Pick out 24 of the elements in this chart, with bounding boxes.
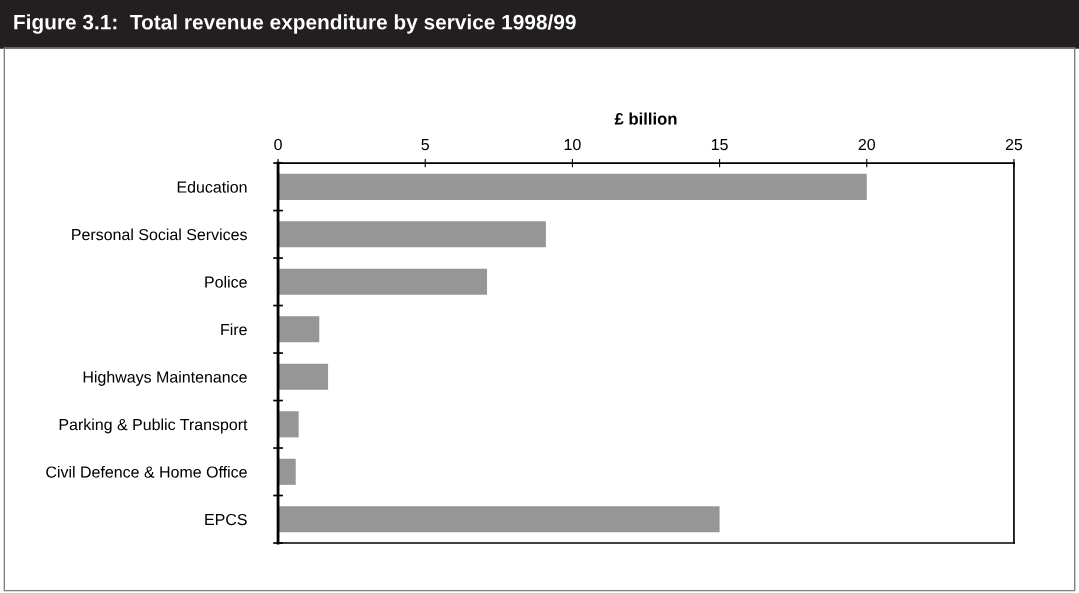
y-tick-label: EPCS [205,513,247,526]
bar [278,316,320,343]
x-tick-label: 10 [564,138,581,151]
bar [278,268,488,295]
y-tick-label: Police [205,276,247,288]
x-tick-label: 15 [711,139,728,151]
y-tick-label: Fire [221,323,247,336]
y-tick-label: Parking & Public Transport [59,418,248,434]
bar [278,458,296,485]
bar [278,506,720,533]
y-tick-label: Civil Defence & Home Office [46,465,247,478]
y-tick-label: Education [177,181,247,193]
x-tick-label: 25 [1005,138,1023,151]
bar [278,411,299,438]
x-tick-label: 20 [858,138,876,151]
y-tick-label: Personal Social Services [72,228,247,241]
x-tick-label: 0 [274,138,282,151]
bar [278,363,329,390]
bar [278,221,546,248]
bar [278,173,867,200]
x-tick-label: 5 [421,139,430,151]
y-tick-label: Highways Maintenance [83,371,247,386]
x-axis-title: £ billion [614,112,677,125]
chart-title: Figure 3.1: Total revenue expenditure by service 1998/99 [14,14,576,34]
